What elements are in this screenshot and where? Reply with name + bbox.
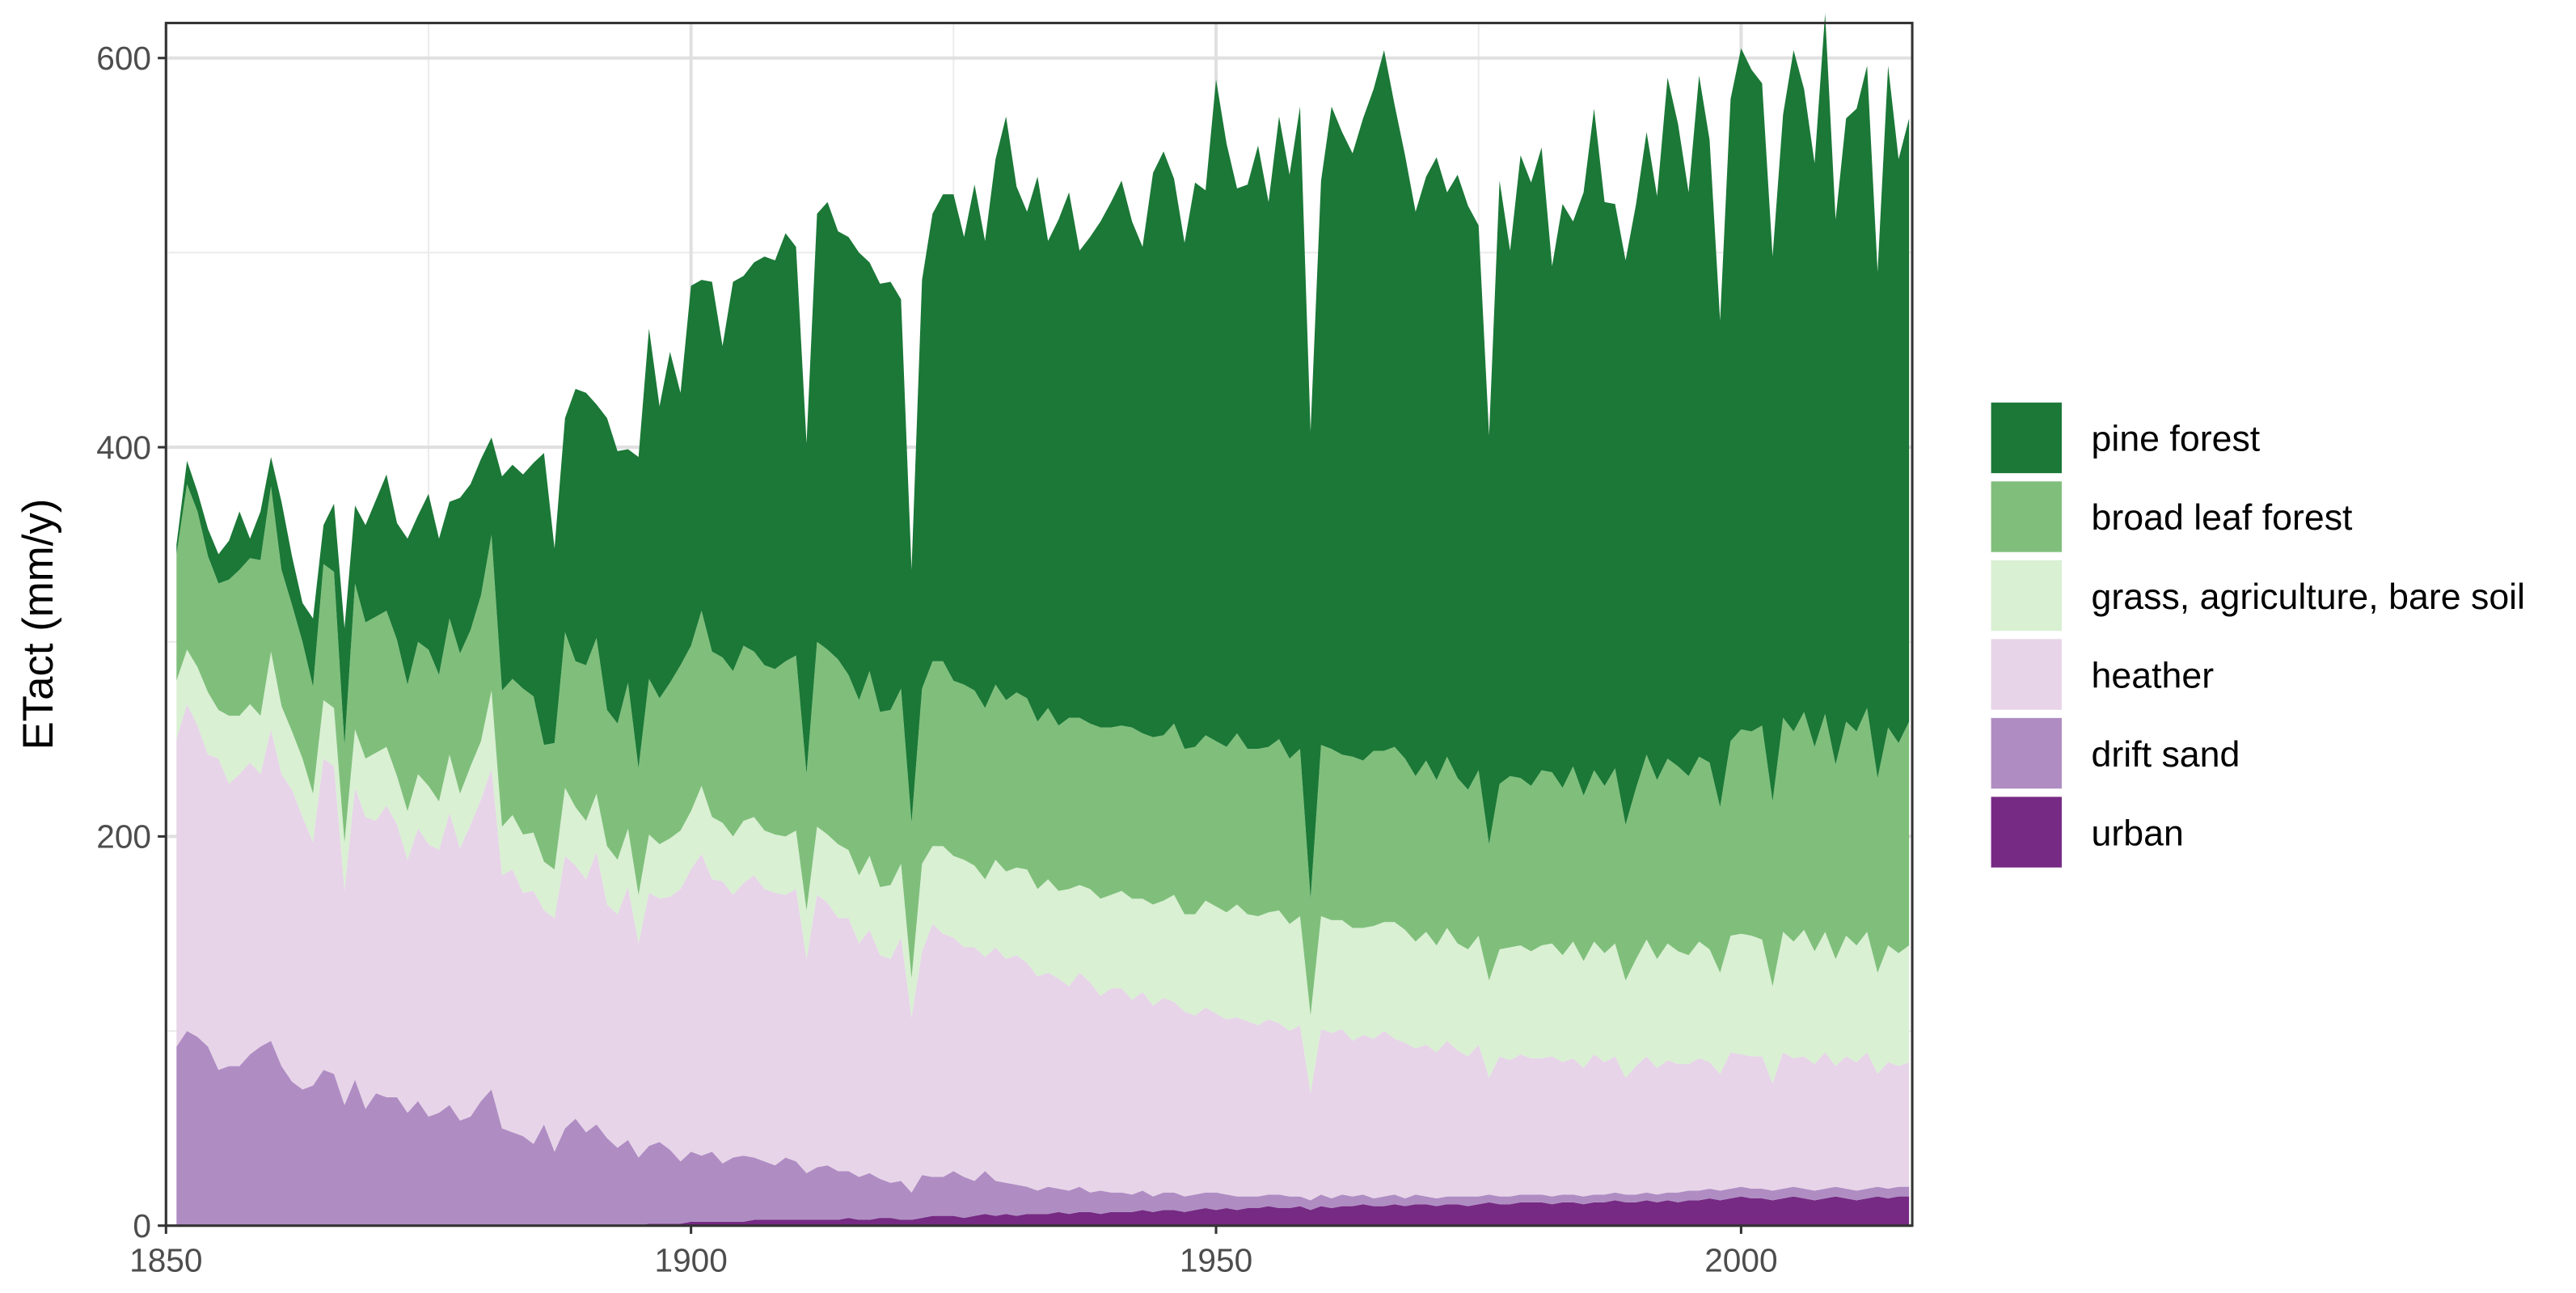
legend-key	[1991, 560, 2062, 632]
legend-label: drift sand	[2092, 735, 2240, 775]
legend-key	[1991, 717, 2062, 789]
area	[176, 484, 1910, 1016]
legend-key	[1991, 481, 2062, 552]
legend-key	[1991, 797, 2062, 868]
y-axis-label: ETact (mm/y)	[15, 499, 62, 750]
x-tick-label: 1850	[129, 1242, 202, 1279]
y-tick-label: 200	[96, 818, 151, 856]
area	[176, 1031, 1910, 1226]
legend-label: heather	[2092, 656, 2215, 695]
area	[176, 1196, 1910, 1226]
y-tick-label: 400	[96, 429, 151, 466]
legend-key	[1991, 402, 2062, 474]
x-tick-label: 2000	[1704, 1242, 1777, 1279]
legend-key	[1991, 639, 2062, 710]
area	[176, 649, 1910, 1094]
x-tick-label: 1950	[1180, 1242, 1252, 1279]
area	[176, 13, 1910, 899]
x-tick-label: 1900	[654, 1242, 727, 1279]
legend-label: broad leaf forest	[2092, 498, 2354, 538]
y-tick-label: 600	[96, 40, 151, 77]
panel-border	[164, 21, 1914, 1228]
legend-label: pine forest	[2092, 420, 2261, 459]
legend-label: grass, agriculture, bare soil	[2092, 577, 2526, 617]
legend-label: urban	[2092, 813, 2184, 853]
y-tick-label: 0	[133, 1207, 151, 1244]
area	[176, 704, 1910, 1201]
